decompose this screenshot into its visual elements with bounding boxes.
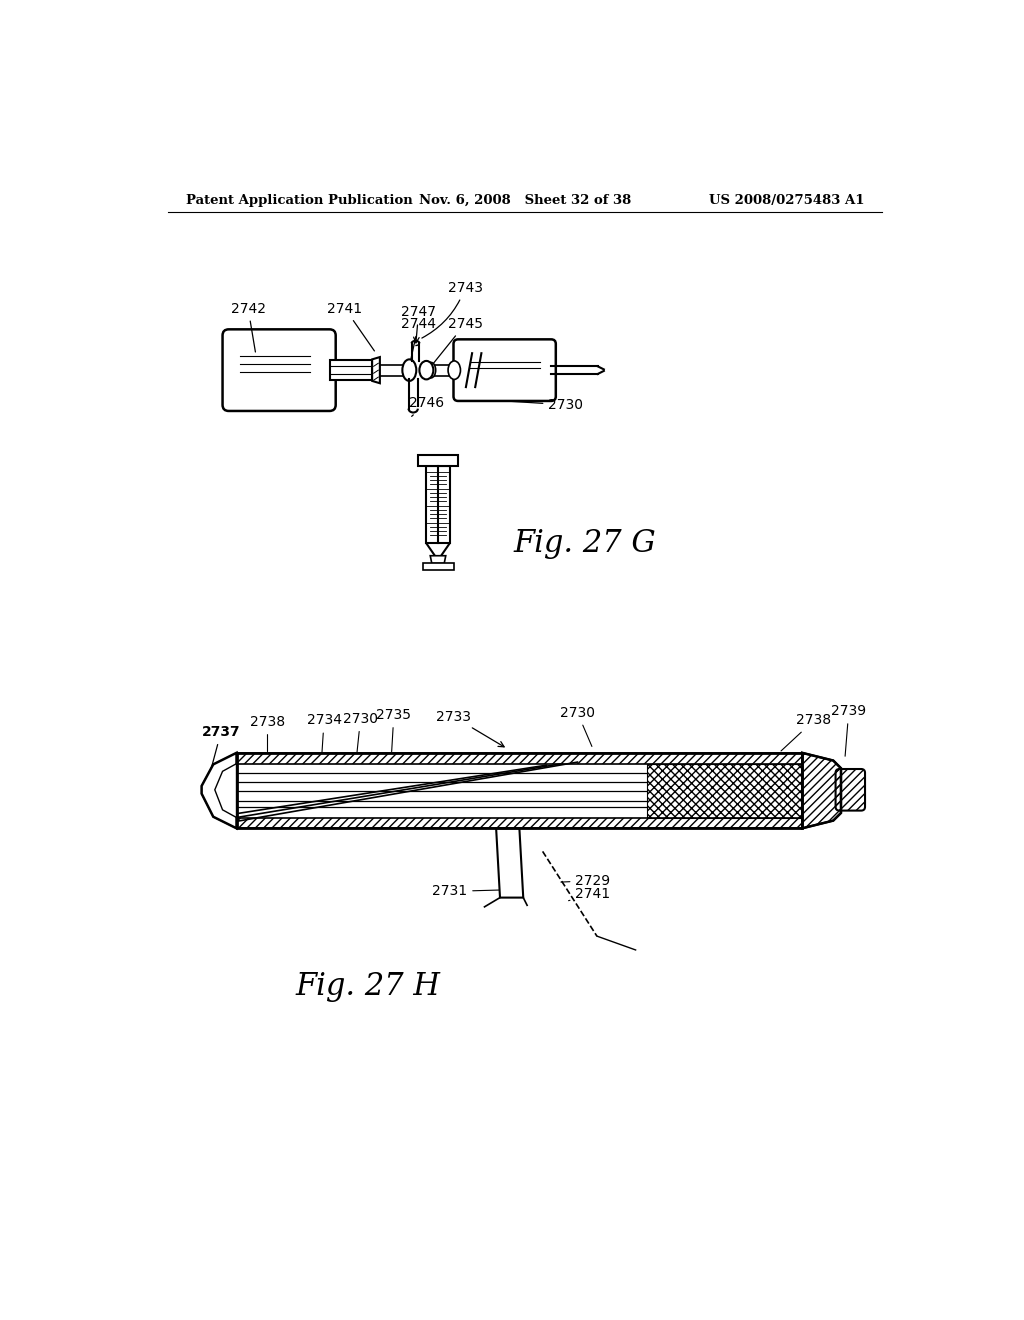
Polygon shape bbox=[426, 466, 450, 544]
Polygon shape bbox=[418, 455, 458, 466]
Ellipse shape bbox=[426, 363, 435, 378]
Text: 2731: 2731 bbox=[432, 884, 501, 899]
Text: 2746: 2746 bbox=[409, 396, 444, 416]
Text: US 2008/0275483 A1: US 2008/0275483 A1 bbox=[709, 194, 864, 207]
Polygon shape bbox=[215, 763, 237, 817]
Text: 2729: 2729 bbox=[561, 874, 610, 887]
Polygon shape bbox=[496, 829, 523, 898]
FancyBboxPatch shape bbox=[454, 339, 556, 401]
Text: 2739: 2739 bbox=[831, 705, 866, 756]
Polygon shape bbox=[372, 358, 380, 383]
Text: Fig. 27 H: Fig. 27 H bbox=[296, 970, 440, 1002]
Ellipse shape bbox=[449, 360, 461, 379]
Polygon shape bbox=[237, 817, 802, 829]
Text: 2738: 2738 bbox=[250, 715, 285, 751]
Polygon shape bbox=[423, 564, 454, 570]
Ellipse shape bbox=[402, 359, 417, 381]
Text: 2747: 2747 bbox=[401, 305, 436, 343]
Text: 2745: 2745 bbox=[433, 317, 482, 364]
Text: 2734: 2734 bbox=[306, 714, 342, 754]
Text: 2738: 2738 bbox=[781, 714, 831, 751]
Text: 2730: 2730 bbox=[560, 706, 595, 746]
Text: Nov. 6, 2008   Sheet 32 of 38: Nov. 6, 2008 Sheet 32 of 38 bbox=[419, 194, 631, 207]
Ellipse shape bbox=[420, 360, 433, 379]
Text: 2742: 2742 bbox=[230, 301, 265, 352]
Polygon shape bbox=[410, 363, 426, 378]
Polygon shape bbox=[237, 752, 802, 763]
Text: 2744: 2744 bbox=[401, 317, 436, 363]
Text: 2730: 2730 bbox=[508, 397, 584, 412]
Text: 2743: 2743 bbox=[422, 281, 482, 338]
Text: 2735: 2735 bbox=[377, 708, 412, 751]
Text: 2733: 2733 bbox=[436, 710, 504, 747]
Text: 2737: 2737 bbox=[202, 725, 241, 787]
Text: Fig. 27 G: Fig. 27 G bbox=[514, 528, 656, 558]
FancyBboxPatch shape bbox=[222, 330, 336, 411]
Polygon shape bbox=[430, 556, 445, 564]
Text: Patent Application Publication: Patent Application Publication bbox=[186, 194, 413, 207]
Text: 2730: 2730 bbox=[343, 711, 378, 754]
Text: 2741: 2741 bbox=[568, 887, 610, 900]
Text: 2741: 2741 bbox=[328, 301, 375, 351]
Polygon shape bbox=[330, 360, 372, 380]
Polygon shape bbox=[202, 752, 237, 829]
